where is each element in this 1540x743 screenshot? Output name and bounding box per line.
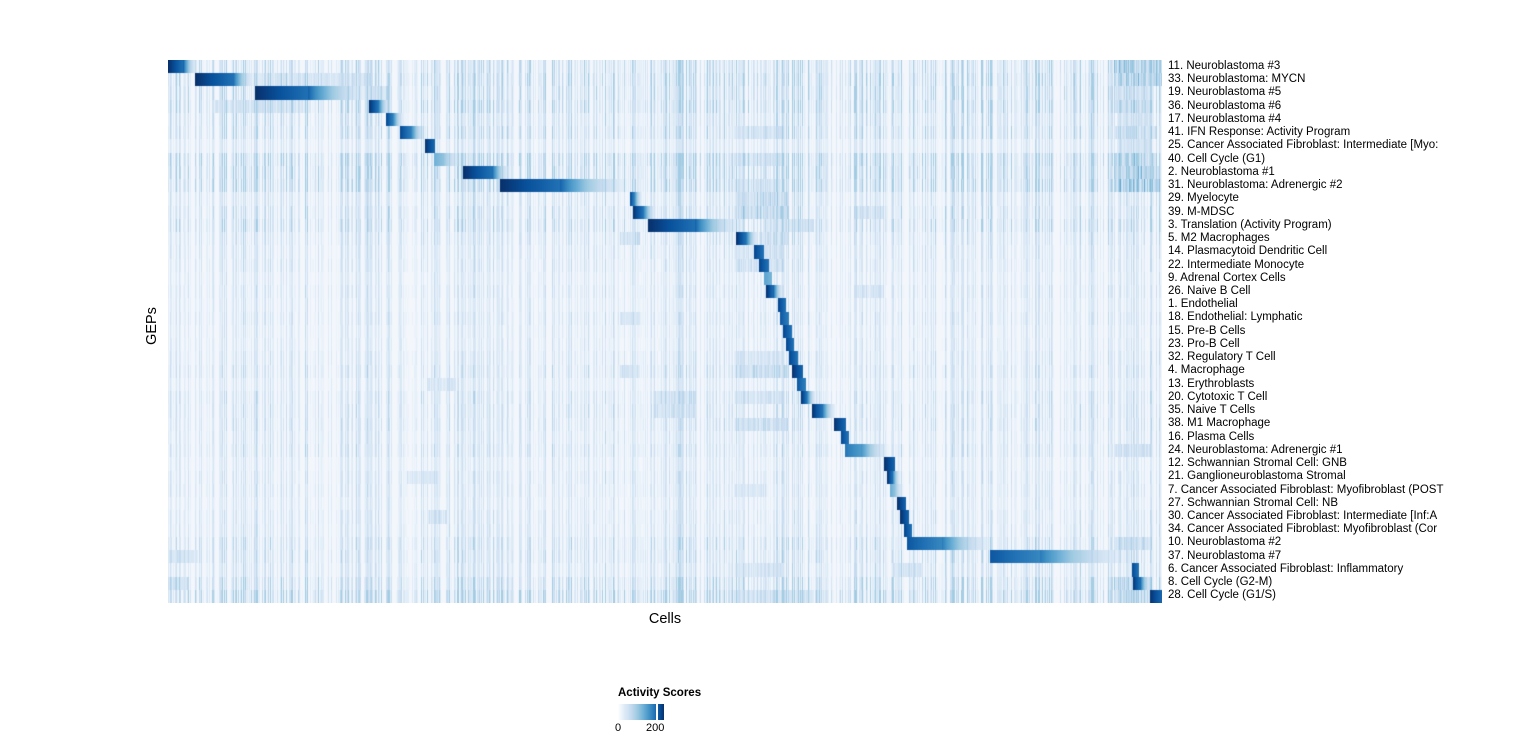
legend-tick-label-200: 200 [646,722,665,734]
heatmap-plot-area [168,60,1162,603]
row-label: 34. Cancer Associated Fibroblast: Myofib… [1168,523,1438,536]
y-axis-label: GEPs [144,307,160,345]
row-label: 39. M-MDSC [1168,205,1235,218]
row-label: 18. Endothelial: Lymphatic [1168,311,1303,324]
row-label: 8. Cell Cycle (G2-M) [1168,576,1273,589]
row-label: 41. IFN Response: Activity Program [1168,126,1351,139]
row-label: 30. Cancer Associated Fibroblast: Interm… [1168,509,1438,522]
row-label: 40. Cell Cycle (G1) [1168,152,1266,165]
row-label: 10. Neuroblastoma #2 [1168,536,1282,549]
row-label: 16. Plasma Cells [1168,430,1255,443]
row-label: 32. Regulatory T Cell [1168,351,1276,364]
row-label: 23. Pro-B Cell [1168,337,1240,350]
legend-title: Activity Scores [618,687,702,699]
row-label: 21. Ganglioneuroblastoma Stromal [1168,470,1346,483]
row-label: 38. M1 Macrophage [1168,417,1271,430]
row-label: 20. Cytotoxic T Cell [1168,390,1268,403]
row-label: 7. Cancer Associated Fibroblast: Myofibr… [1168,483,1444,496]
row-labels-column: 11. Neuroblastoma #3 33. Neuroblastoma: M… [1168,60,1540,603]
row-label: 22. Intermediate Monocyte [1168,258,1305,271]
legend: Activity Scores 0 200 [615,687,778,736]
row-label: 36. Neuroblastoma #6 [1168,99,1282,112]
row-label: 27. Schwannian Stromal Cell: NB [1168,496,1339,509]
row-label: 1. Endothelial [1168,298,1238,311]
row-label: 33. Neuroblastoma: MYCN [1168,73,1306,86]
legend-colorbar [618,704,664,720]
row-label: 12. Schwannian Stromal Cell: GNB [1168,457,1347,470]
row-label: 29. Myelocyte [1168,192,1239,205]
row-label: 6. Cancer Associated Fibroblast: Inflamm… [1168,562,1404,575]
heatmap-canvas [168,60,1162,603]
row-label: 3. Translation (Activity Program) [1168,218,1332,231]
row-label: 26. Naive B Cell [1168,284,1251,297]
legend-tick-labels: 0 200 [615,722,698,736]
row-label: 17. Neuroblastoma #4 [1168,112,1282,125]
row-label: 37. Neuroblastoma #7 [1168,549,1282,562]
row-label: 35. Naive T Cells [1168,404,1256,417]
row-label: 24. Neuroblastoma: Adrenergic #1 [1168,443,1343,456]
row-label: 11. Neuroblastoma #3 [1168,60,1281,72]
x-axis-label: Cells [648,611,682,627]
row-label: 14. Plasmacytoid Dendritic Cell [1168,245,1328,258]
legend-tick-200 [656,704,658,720]
row-label: 31. Neuroblastoma: Adrenergic #2 [1168,179,1343,192]
row-label: 9. Adrenal Cortex Cells [1168,271,1286,284]
row-label: 4. Macrophage [1168,364,1245,377]
legend-tick-label-0: 0 [615,722,622,734]
row-label: 13. Erythroblasts [1168,377,1255,390]
row-label: 15. Pre-B Cells [1168,324,1246,337]
row-label: 28. Cell Cycle (G1/S) [1168,589,1277,602]
row-label: 25. Cancer Associated Fibroblast: Interm… [1168,139,1439,152]
row-label: 2. Neuroblastoma #1 [1168,165,1275,178]
row-label: 19. Neuroblastoma #5 [1168,86,1282,99]
row-label: 5. M2 Macrophages [1168,232,1270,245]
